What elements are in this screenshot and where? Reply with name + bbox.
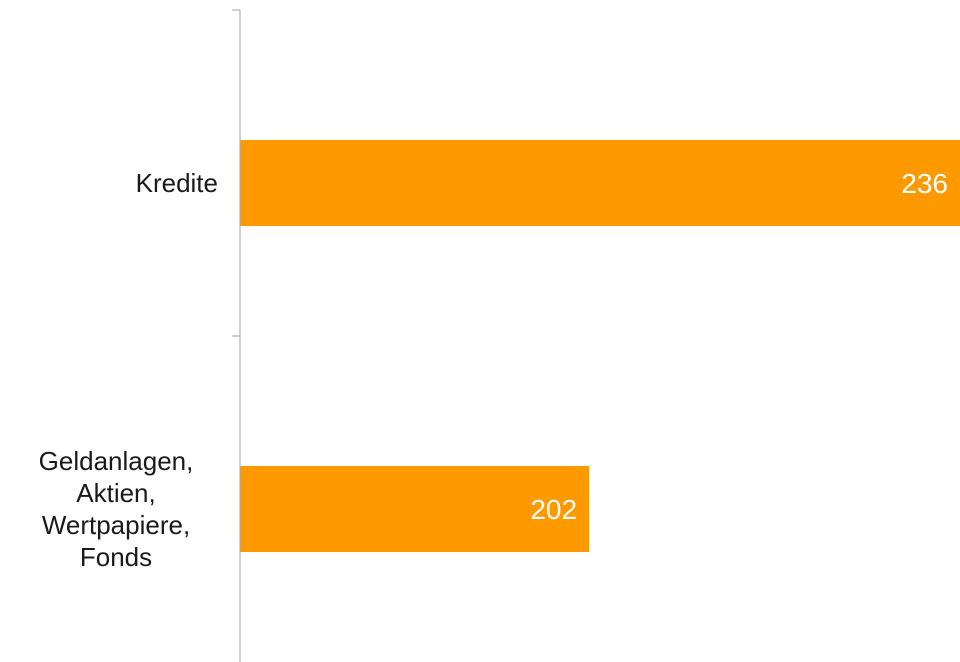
category-label-line: Kredite [136, 168, 218, 198]
category-label-line: Aktien, [76, 478, 156, 508]
category-label-line: Wertpapiere, [42, 510, 190, 540]
category-label-2: Geldanlagen, Aktien, Wertpapiere, Fonds [39, 446, 194, 572]
category-label-line: Fonds [80, 542, 152, 572]
category-label-1: Kredite [136, 168, 218, 198]
bar-2 [240, 466, 590, 552]
plot-area: 236 Kredite 202 Geldanlagen, Aktien, Wertpapi… [39, 9, 960, 662]
data-label-1: 236 [901, 168, 948, 199]
data-label-2: 202 [530, 494, 577, 525]
category-label-line: Geldanlagen, [39, 446, 194, 476]
bar-1 [240, 140, 960, 226]
